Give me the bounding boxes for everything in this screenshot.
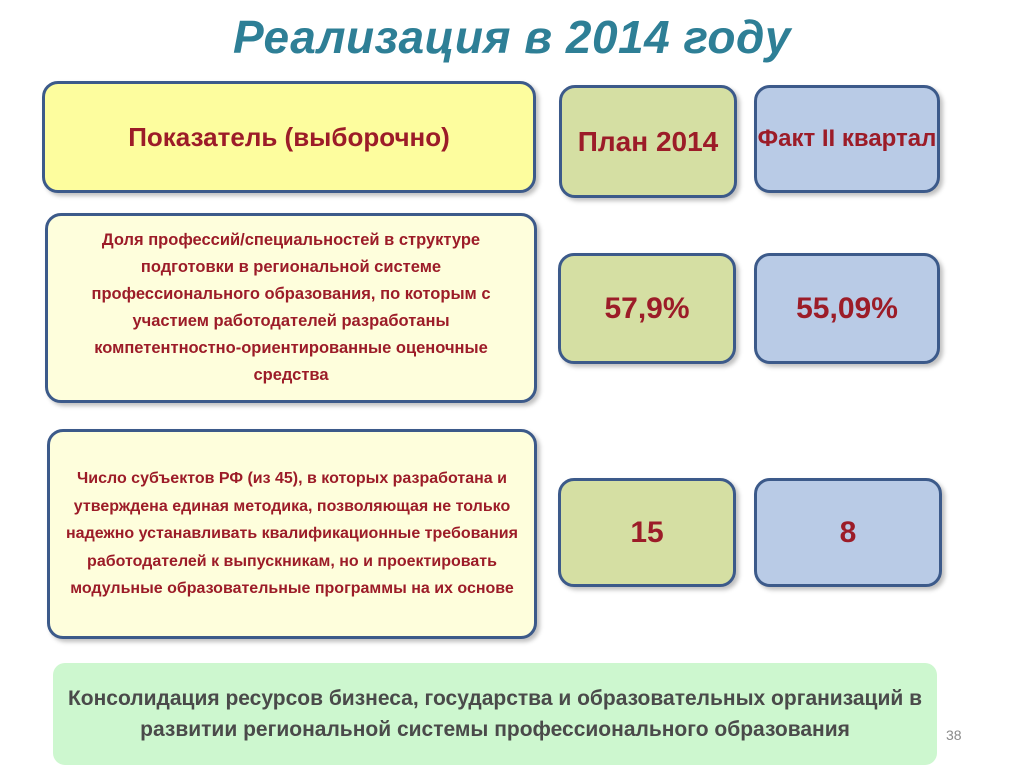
- indicator-row-2: Число субъектов РФ (из 45), в которых ра…: [47, 429, 537, 639]
- fact-value-row-1: 55,09%: [754, 253, 940, 364]
- slide-title: Реализация в 2014 году: [232, 11, 791, 63]
- fact-value-row-2: 8: [754, 478, 942, 587]
- indicator-row-1: Доля профессий/специальностей в структур…: [45, 213, 537, 403]
- fact-header: Факт II квартал: [754, 85, 940, 193]
- plan-value-row-1: 57,9%: [558, 253, 736, 364]
- plan-header: План 2014: [559, 85, 737, 198]
- summary-footer: Консолидация ресурсов бизнеса, государст…: [53, 663, 937, 765]
- plan-value-row-2: 15: [558, 478, 736, 587]
- page-number: 38: [946, 727, 962, 743]
- indicator-header: Показатель (выборочно): [42, 81, 536, 193]
